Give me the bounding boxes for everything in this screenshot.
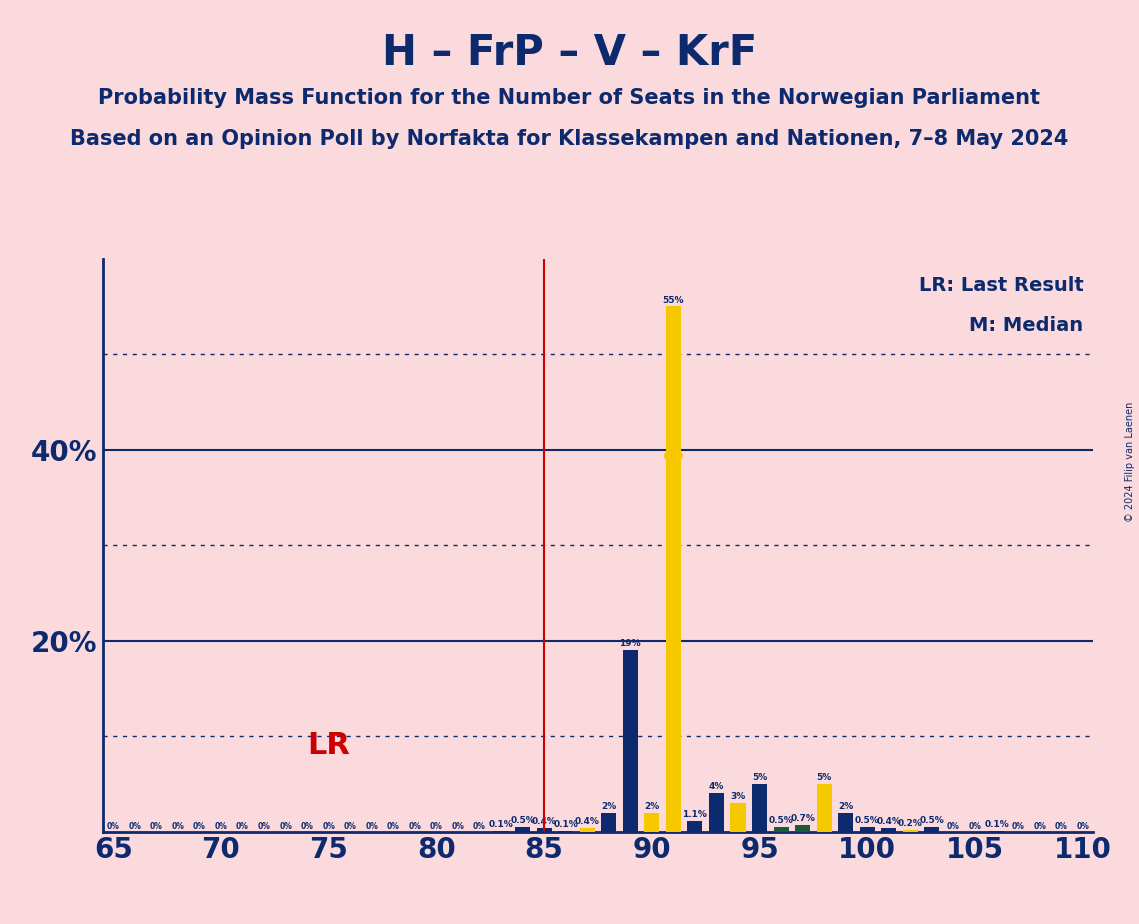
Bar — [601, 812, 616, 832]
Text: 0%: 0% — [1076, 821, 1089, 831]
Text: 1.1%: 1.1% — [682, 810, 707, 820]
Bar — [515, 827, 530, 832]
Text: 0%: 0% — [192, 821, 206, 831]
Text: 3%: 3% — [730, 792, 746, 801]
Text: 0%: 0% — [214, 821, 228, 831]
Text: 4%: 4% — [708, 783, 724, 792]
Text: 0.1%: 0.1% — [554, 820, 577, 829]
Bar — [903, 830, 918, 832]
Bar — [708, 794, 724, 832]
Text: 0.2%: 0.2% — [898, 819, 923, 828]
Text: 5%: 5% — [752, 773, 768, 782]
Text: 2%: 2% — [645, 802, 659, 810]
Text: 0%: 0% — [387, 821, 400, 831]
Text: LR: LR — [308, 731, 350, 760]
Text: 0%: 0% — [172, 821, 185, 831]
Text: 0%: 0% — [1055, 821, 1067, 831]
Bar — [860, 827, 875, 832]
Text: 5%: 5% — [817, 773, 831, 782]
Bar — [838, 812, 853, 832]
Text: 0%: 0% — [107, 821, 120, 831]
Text: Probability Mass Function for the Number of Seats in the Norwegian Parliament: Probability Mass Function for the Number… — [98, 88, 1041, 108]
Text: 0.1%: 0.1% — [984, 820, 1009, 829]
Text: 0.7%: 0.7% — [790, 814, 816, 823]
Text: 0.5%: 0.5% — [855, 816, 879, 825]
Bar — [773, 827, 788, 832]
Bar — [925, 827, 940, 832]
Text: 0%: 0% — [344, 821, 357, 831]
Bar — [989, 831, 1005, 832]
Bar — [493, 831, 509, 832]
Text: 0%: 0% — [150, 821, 163, 831]
Text: © 2024 Filip van Laenen: © 2024 Filip van Laenen — [1125, 402, 1134, 522]
Bar — [795, 825, 810, 832]
Text: 0.4%: 0.4% — [575, 817, 599, 826]
Text: 0%: 0% — [366, 821, 378, 831]
Text: 55%: 55% — [663, 296, 685, 305]
Bar — [752, 784, 767, 832]
Text: 0%: 0% — [451, 821, 465, 831]
Text: 0%: 0% — [236, 821, 249, 831]
Bar — [645, 812, 659, 832]
Bar — [558, 831, 573, 832]
Text: 0%: 0% — [257, 821, 270, 831]
Bar — [536, 828, 551, 832]
Text: H – FrP – V – KrF: H – FrP – V – KrF — [382, 32, 757, 74]
Bar — [666, 307, 681, 832]
Text: Based on an Opinion Poll by Norfakta for Klassekampen and Nationen, 7–8 May 2024: Based on an Opinion Poll by Norfakta for… — [71, 129, 1068, 150]
Text: 0%: 0% — [473, 821, 486, 831]
Text: 0%: 0% — [301, 821, 313, 831]
Text: M: Median: M: Median — [969, 316, 1083, 335]
Text: 0.5%: 0.5% — [919, 816, 944, 825]
Text: 0.5%: 0.5% — [510, 816, 535, 825]
Text: 0.4%: 0.4% — [532, 817, 557, 826]
Text: 0%: 0% — [431, 821, 443, 831]
Bar — [817, 784, 831, 832]
Text: 19%: 19% — [620, 639, 641, 649]
Text: 0.5%: 0.5% — [769, 816, 794, 825]
Text: 0%: 0% — [1033, 821, 1046, 831]
Text: 0%: 0% — [279, 821, 292, 831]
Text: 2%: 2% — [838, 802, 853, 810]
Text: 0%: 0% — [409, 821, 421, 831]
Bar — [623, 650, 638, 832]
Text: LR: Last Result: LR: Last Result — [919, 276, 1083, 295]
Bar — [687, 821, 703, 832]
Text: 0%: 0% — [968, 821, 982, 831]
Text: 0.1%: 0.1% — [489, 820, 514, 829]
Text: 0.4%: 0.4% — [876, 817, 901, 826]
Text: 2%: 2% — [601, 802, 616, 810]
Text: 0%: 0% — [322, 821, 335, 831]
Bar — [580, 828, 595, 832]
Text: 0%: 0% — [947, 821, 960, 831]
Text: 0%: 0% — [1011, 821, 1024, 831]
Bar — [882, 828, 896, 832]
Bar — [730, 803, 746, 832]
Text: 0%: 0% — [129, 821, 141, 831]
